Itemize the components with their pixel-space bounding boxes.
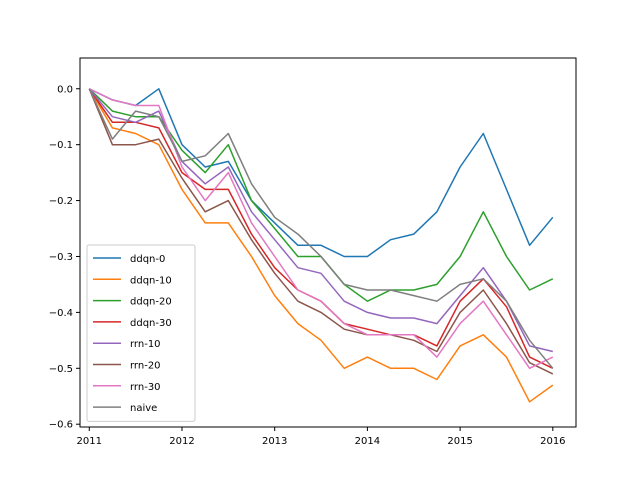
- legend-label-naive: naive: [130, 403, 157, 414]
- series-layer: [88, 88, 554, 403]
- legend-label-ddqn-20: ddqn-20: [130, 297, 172, 308]
- y-tick-label: −0.4: [49, 308, 73, 319]
- series-line-ddqn-0: [88, 88, 554, 258]
- x-tick-label: 2011: [77, 436, 102, 447]
- x-axis: 2011 2012 2013 2014 2015 2016: [77, 427, 566, 447]
- legend-label-ddqn-30: ddqn-30: [130, 318, 172, 329]
- legend: ddqn-0 ddqn-10 ddqn-20 ddqn-30 rrn-10 rrn-20 r…: [86, 244, 196, 422]
- x-tick-label: 2013: [262, 436, 287, 447]
- series-line-naive: [88, 88, 554, 369]
- y-tick-label: −0.6: [49, 420, 73, 431]
- y-tick-label: −0.3: [49, 252, 73, 263]
- series-line-ddqn-10: [88, 88, 554, 403]
- legend-label-rrn-10: rrn-10: [130, 339, 161, 350]
- x-tick-label: 2016: [540, 436, 565, 447]
- x-tick-label: 2014: [355, 436, 380, 447]
- y-axis: 0.0 −0.1 −0.2 −0.3 −0.4 −0.5 −0.6: [49, 84, 80, 431]
- y-tick-label: −0.5: [49, 364, 73, 375]
- x-tick-label: 2012: [169, 436, 194, 447]
- legend-box: [86, 244, 196, 422]
- y-tick-label: 0.0: [57, 84, 73, 95]
- series-line-rrn-20: [88, 88, 554, 375]
- legend-label-rrn-30: rrn-30: [130, 382, 161, 393]
- series-line-rrn-30: [88, 88, 554, 370]
- x-tick-label: 2015: [447, 436, 472, 447]
- plot-frame: [79, 57, 577, 428]
- legend-label-rrn-20: rrn-20: [130, 361, 161, 372]
- y-tick-label: −0.1: [49, 140, 73, 151]
- legend-label-ddqn-0: ddqn-0: [130, 254, 165, 265]
- y-tick-label: −0.2: [49, 196, 73, 207]
- legend-label-ddqn-10: ddqn-10: [130, 275, 172, 286]
